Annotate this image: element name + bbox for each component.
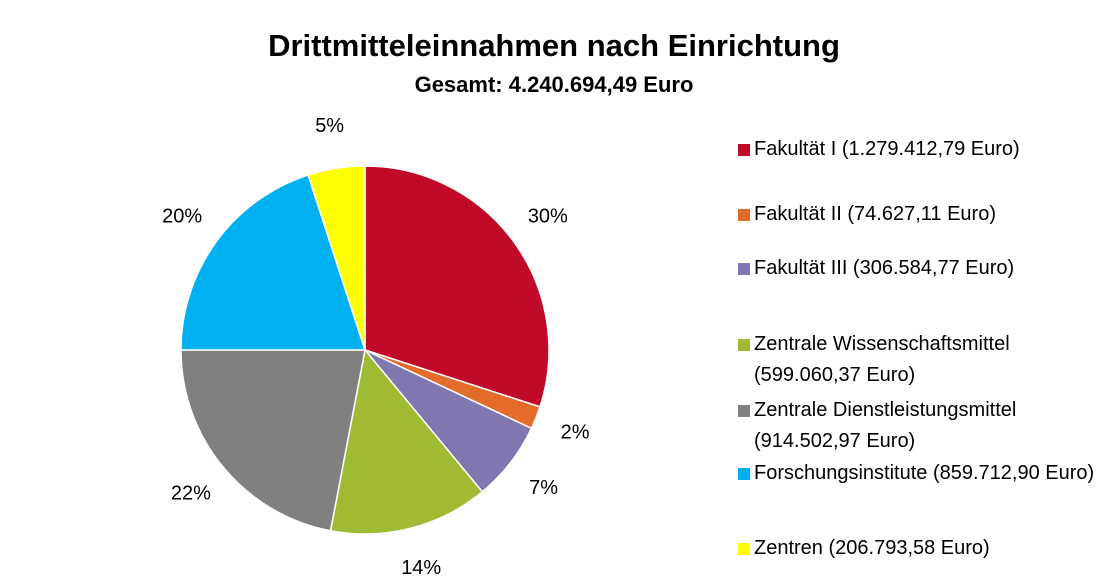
legend-label: Fakultät III (306.584,77 Euro) <box>754 257 1015 279</box>
legend-swatch <box>738 339 750 351</box>
legend-swatch <box>738 263 750 275</box>
legend-swatch <box>738 405 750 417</box>
legend-item: Forschungsinstitute (859.712,90 Euro) <box>738 458 1108 489</box>
legend-item: Zentrale Dienstleistungsmittel (914.502,… <box>738 395 1108 457</box>
legend-item: Zentrale Wissenschaftsmittel (599.060,37… <box>738 329 1108 391</box>
legend-item: Fakultät I (1.279.412,79 Euro) <box>738 134 1108 165</box>
legend-swatch <box>738 468 750 480</box>
legend-label: Fakultät I (1.279.412,79 Euro) <box>754 138 1020 160</box>
data-label: 7% <box>529 477 558 499</box>
legend-swatch <box>738 543 750 555</box>
chart-subtitle: Gesamt: 4.240.694,49 Euro <box>415 72 694 97</box>
legend-item: Fakultät II (74.627,11 Euro) <box>738 199 1108 230</box>
legend-label: Zentrale Wissenschaftsmittel (599.060,37… <box>754 333 1010 386</box>
pie-slice <box>180 349 366 532</box>
legend-label: Zentren (206.793,58 Euro) <box>754 537 990 559</box>
data-label: 5% <box>315 115 344 137</box>
legend-label: Zentrale Dienstleistungsmittel (914.502,… <box>754 399 1017 452</box>
legend-swatch <box>738 144 750 156</box>
data-label: 30% <box>528 205 568 227</box>
pie-slice <box>307 165 366 351</box>
pie-slice <box>364 165 550 408</box>
pie-slice <box>329 348 484 535</box>
data-label: 14% <box>401 557 441 579</box>
legend-item: Zentren (206.793,58 Euro) <box>738 533 1108 564</box>
legend-item: Fakultät III (306.584,77 Euro) <box>738 253 1108 284</box>
data-label: 20% <box>162 205 202 227</box>
pie-slice <box>180 174 367 351</box>
chart-title: Drittmitteleinnahmen nach Einrichtung <box>268 28 840 63</box>
data-label: 2% <box>561 421 590 443</box>
legend-label: Forschungsinstitute (859.712,90 Euro) <box>754 462 1095 484</box>
legend-swatch <box>738 209 750 221</box>
data-label: 22% <box>171 482 211 504</box>
legend-label: Fakultät II (74.627,11 Euro) <box>754 203 996 225</box>
